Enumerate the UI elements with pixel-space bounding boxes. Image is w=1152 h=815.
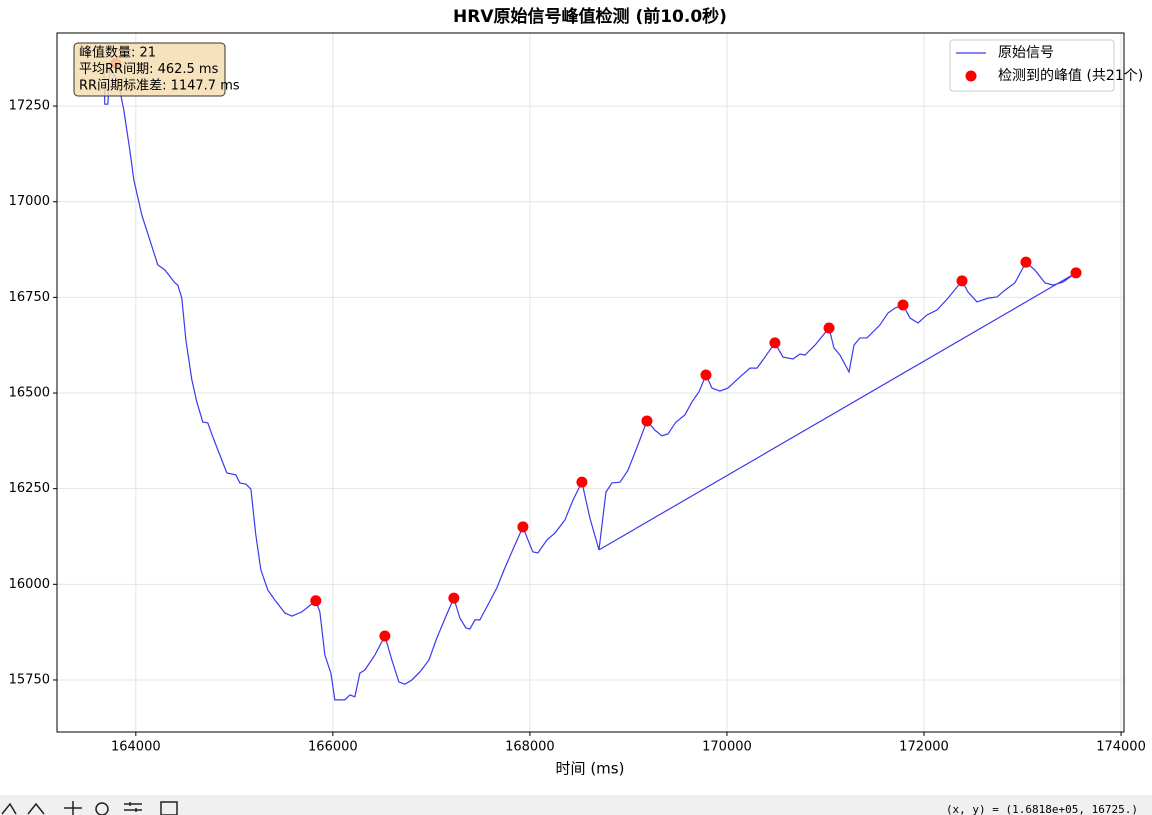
- toolbar: [0, 795, 1152, 815]
- figure-bg: [0, 0, 1152, 795]
- y-tick-label: 16000: [9, 577, 50, 592]
- x-tick-label: 172000: [899, 740, 949, 755]
- info-text: RR间期标准差: 1147.7 ms: [79, 79, 240, 94]
- x-tick-label: 168000: [505, 740, 555, 755]
- peak-marker: [448, 592, 460, 604]
- y-tick-label: 16250: [9, 481, 50, 496]
- peak-marker: [956, 275, 968, 287]
- x-tick-label: 164000: [111, 740, 161, 755]
- y-tick-label: 15750: [9, 672, 50, 687]
- y-tick-label: 17000: [9, 194, 50, 209]
- toolbar-icons[interactable]: [1, 801, 178, 815]
- info-text: 平均RR间期: 462.5 ms: [79, 62, 219, 77]
- grid: [57, 33, 1124, 732]
- signal-line: [103, 62, 1077, 701]
- forward-icon[interactable]: [27, 802, 45, 815]
- plot: [103, 57, 1082, 701]
- back-icon[interactable]: [1, 802, 17, 815]
- peak-marker: [700, 369, 712, 381]
- peak-marker: [310, 595, 322, 607]
- save-icon[interactable]: [160, 801, 178, 815]
- config-icon[interactable]: [124, 802, 142, 812]
- x-tick-label: 174000: [1096, 740, 1146, 755]
- legend-marker: [965, 70, 977, 82]
- info-text: 峰值数量: 21: [79, 45, 156, 61]
- peak-marker: [1020, 256, 1032, 268]
- peak-marker: [769, 337, 781, 349]
- x-tick-label: 166000: [308, 740, 358, 755]
- legend-box: [949, 39, 1115, 92]
- info-box-bg: [73, 42, 226, 97]
- toolbar-coords: (x, y) = (1.6818e+05, 16725.): [946, 803, 1138, 815]
- peak-marker: [517, 521, 529, 533]
- peak-marker: [379, 630, 391, 642]
- legend-label: 原始信号: [998, 45, 1054, 61]
- peak-marker: [823, 322, 835, 334]
- y-tick-label: 16750: [9, 290, 50, 305]
- peak-marker: [897, 299, 909, 311]
- peak-marker: [576, 476, 588, 488]
- peak-marker: [1070, 267, 1082, 279]
- legend-label: 检测到的峰值 (共21个): [998, 68, 1143, 84]
- y-tick-label: 16500: [9, 386, 50, 401]
- axes-frame: [56, 32, 1125, 733]
- y-tick-label: 17250: [9, 99, 50, 114]
- peak-marker: [641, 415, 653, 427]
- x-axis-label: 时间 (ms): [556, 760, 625, 778]
- chart-title: HRV原始信号峰值检测 (前10.0秒): [453, 6, 727, 27]
- pan-icon[interactable]: [64, 801, 82, 815]
- x-tick-label: 170000: [702, 740, 752, 755]
- zoom-icon[interactable]: [95, 802, 109, 815]
